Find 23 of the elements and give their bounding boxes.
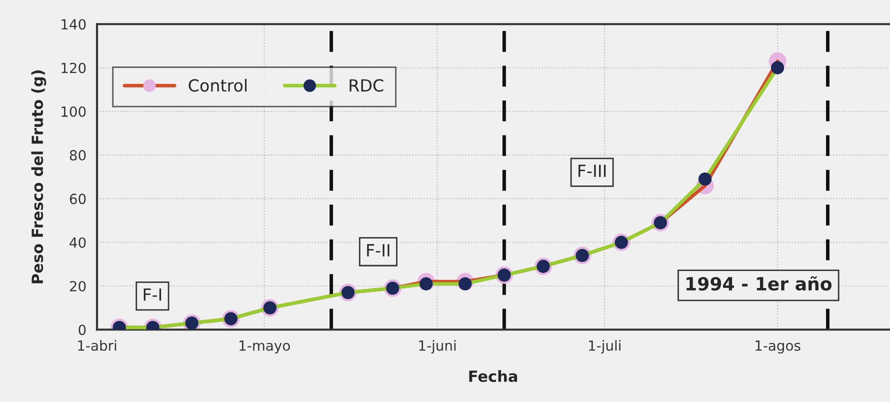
annotation: 1994 - 1er año [686,276,832,291]
y-tick-label: 40 [70,237,86,248]
x-axis-title: Fecha [469,370,518,382]
x-tick-label: 1-abri [78,340,116,351]
y-axis-title: Peso Fresco del Fruto (g) [31,70,46,284]
point [698,172,712,186]
annotation: F-I [144,288,162,301]
legend-label: Control [188,78,247,92]
x-tick-label: 1-agos [756,340,800,354]
y-tick-label: 0 [78,324,86,336]
annotation: F-III [578,164,606,177]
y-tick-label: 120 [62,62,86,74]
y-tick-label: 20 [70,280,86,292]
y-tick-label: 140 [62,19,86,30]
y-tick-label: 60 [70,194,86,204]
x-tick-label: 1-juli [589,340,620,354]
annotation: F-II [367,244,390,256]
legend-label: RDC [350,79,384,92]
x-tick-label: 1-mayo [240,340,290,354]
y-tick-label: 100 [62,106,86,117]
y-tick-label: 80 [70,150,86,161]
point [770,61,784,74]
x-tick-label: 1-juni [419,340,456,354]
